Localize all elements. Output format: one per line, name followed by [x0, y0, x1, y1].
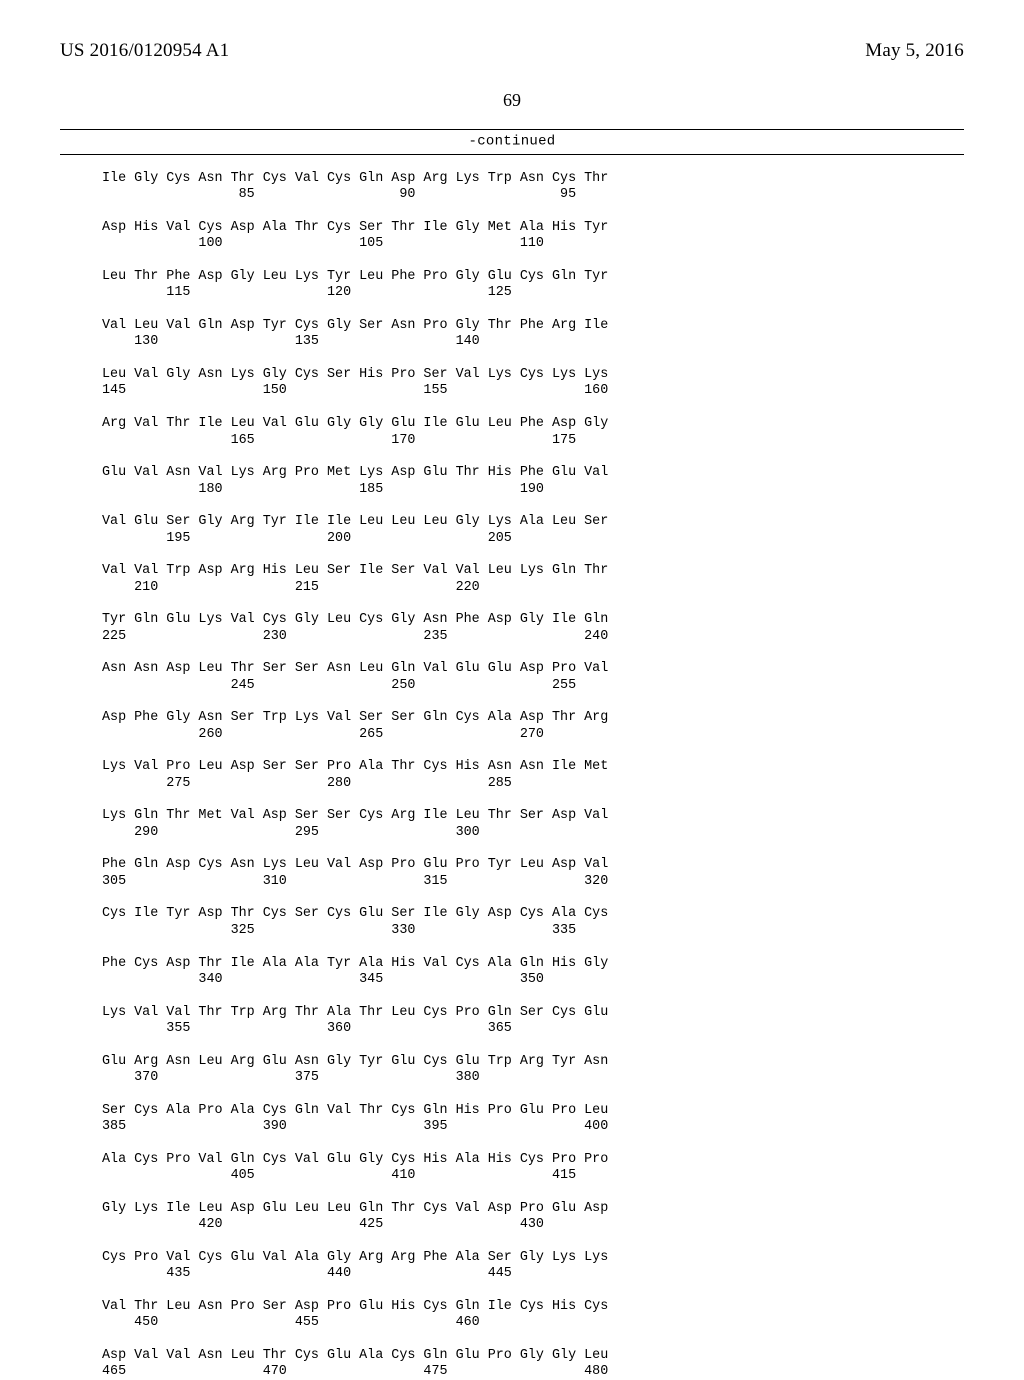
sequence-listing: Ile Gly Cys Asn Thr Cys Val Cys Gln Asp … — [102, 171, 964, 1380]
continued-bar: -continued — [60, 129, 964, 155]
continued-label: -continued — [468, 134, 555, 150]
page-number: 69 — [60, 90, 964, 111]
publication-number: US 2016/0120954 A1 — [60, 40, 229, 62]
page: US 2016/0120954 A1 May 5, 2016 69 -conti… — [0, 0, 1024, 1320]
publication-date: May 5, 2016 — [865, 40, 964, 62]
header-row: US 2016/0120954 A1 May 5, 2016 — [60, 40, 964, 62]
